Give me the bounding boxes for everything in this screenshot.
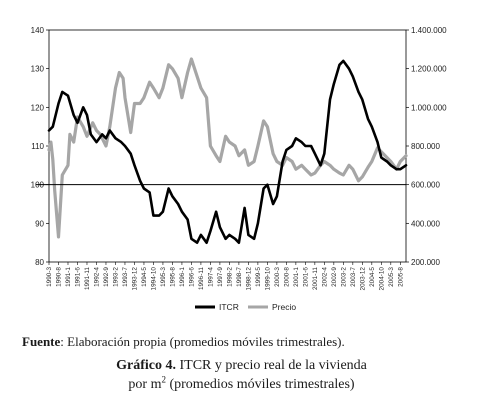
x-tick-label: 1993-7 bbox=[122, 267, 129, 287]
x-tick-label: 1995-8 bbox=[169, 267, 176, 287]
caption-pre: por m bbox=[128, 377, 162, 392]
x-tick-label: 1992-4 bbox=[93, 267, 100, 287]
y-right-tick-label: 200.000 bbox=[411, 258, 440, 267]
y-right-tick-label: 1.200.000 bbox=[411, 65, 447, 74]
x-tick-label: 2005-8 bbox=[397, 267, 404, 287]
x-tick-label: 1990-3 bbox=[46, 267, 53, 287]
x-tick-label: 1994-10 bbox=[150, 267, 157, 291]
x-tick-label: 1996-11 bbox=[198, 267, 205, 290]
x-tick-label: 1992-9 bbox=[103, 267, 110, 287]
caption-line-1: Gráfico 4. ITCR y precio real de la vivi… bbox=[0, 356, 483, 375]
x-tick-label: 2001-1 bbox=[293, 267, 300, 287]
x-tick-label: 2001-6 bbox=[302, 267, 309, 287]
plot-frame bbox=[48, 29, 407, 263]
x-tick-label: 2003-7 bbox=[350, 267, 357, 287]
caption-line-2: por m2 (promedios móviles trimestrales) bbox=[0, 375, 483, 394]
x-tick-label: 2004-5 bbox=[369, 267, 376, 287]
caption-title: ITCR y precio real de la vivienda bbox=[176, 358, 367, 373]
caption-label: Gráfico 4. bbox=[116, 358, 176, 373]
legend-label-itcr: ITCR bbox=[219, 302, 239, 312]
y-left-tick-label: 110 bbox=[31, 142, 44, 151]
x-tick-label: 1990-8 bbox=[55, 267, 62, 287]
y-right-tick-label: 800.000 bbox=[411, 142, 440, 151]
caption-post: (promedios móviles trimestrales) bbox=[165, 377, 355, 392]
x-tick-label: 2005-3 bbox=[388, 267, 395, 287]
series-line-precio bbox=[47, 57, 408, 239]
x-tick-label: 2002-4 bbox=[321, 267, 328, 287]
y-left-tick-label: 80 bbox=[35, 258, 44, 267]
chart: 8090100110120130140200.000400.000600.000… bbox=[31, 26, 448, 312]
y-left-tick-label: 140 bbox=[31, 26, 45, 35]
x-tick-label: 1991-11 bbox=[84, 267, 91, 290]
y-left-tick-label: 120 bbox=[31, 103, 45, 112]
x-tick-label: 1996-6 bbox=[188, 267, 195, 287]
legend-label-precio: Precio bbox=[272, 302, 296, 312]
x-tick-label: 1996-1 bbox=[179, 267, 186, 287]
x-tick-label: 2000-3 bbox=[274, 267, 281, 287]
x-tick-label: 1998-7 bbox=[236, 267, 243, 287]
caption-sup: 2 bbox=[161, 374, 166, 385]
y-left-tick-label: 90 bbox=[35, 219, 44, 228]
source-note: Fuente: Elaboración propia (promedios mó… bbox=[22, 334, 345, 350]
source-text: : Elaboración propia (promedios móviles … bbox=[60, 334, 345, 349]
y-left-tick-label: 130 bbox=[31, 65, 45, 74]
x-tick-label: 2003-2 bbox=[340, 267, 347, 287]
x-tick-label: 1991-6 bbox=[74, 267, 81, 287]
x-tick-label: 1997-9 bbox=[217, 267, 224, 287]
x-tick-label: 1997-4 bbox=[207, 267, 214, 287]
x-tick-label: 1993-12 bbox=[131, 267, 138, 291]
x-tick-label: 1998-12 bbox=[245, 267, 252, 291]
y-right-tick-label: 600.000 bbox=[411, 181, 440, 190]
x-tick-label: 2003-12 bbox=[359, 267, 366, 291]
y-right-tick-label: 1.000.000 bbox=[411, 103, 447, 112]
y-right-tick-label: 400.000 bbox=[411, 219, 440, 228]
x-tick-label: 2002-9 bbox=[331, 267, 338, 287]
x-tick-label: 2000-8 bbox=[283, 267, 290, 287]
series-line-itcr bbox=[47, 59, 408, 244]
x-tick-label: 1994-5 bbox=[141, 267, 148, 287]
x-tick-label: 1998-2 bbox=[226, 267, 233, 287]
x-tick-label: 1995-3 bbox=[160, 267, 167, 287]
source-label: Fuente bbox=[22, 334, 61, 349]
y-right-tick-label: 1.400.000 bbox=[411, 26, 447, 35]
x-tick-label: 1999-5 bbox=[255, 267, 262, 287]
x-tick-label: 2004-10 bbox=[378, 267, 385, 291]
x-tick-label: 1999-10 bbox=[264, 267, 271, 291]
x-tick-label: 1993-2 bbox=[112, 267, 119, 287]
figure-caption: Gráfico 4. ITCR y precio real de la vivi… bbox=[0, 356, 483, 394]
x-tick-label: 2001-11 bbox=[312, 267, 319, 290]
x-tick-label: 1991-1 bbox=[65, 267, 72, 287]
